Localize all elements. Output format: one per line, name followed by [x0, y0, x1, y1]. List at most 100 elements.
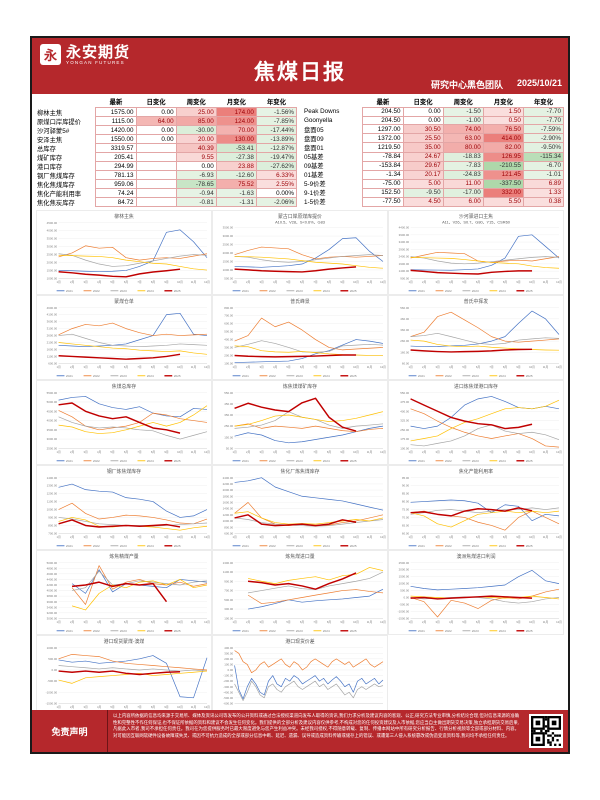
svg-text:3月: 3月: [259, 365, 264, 369]
svg-text:2月: 2月: [246, 280, 251, 284]
svg-text:10月: 10月: [529, 365, 535, 369]
svg-text:9月: 9月: [164, 365, 169, 369]
svg-text:2月: 2月: [422, 280, 427, 284]
svg-text:2023: 2023: [120, 629, 127, 633]
svg-text:3月: 3月: [259, 535, 264, 539]
svg-text:-500.00: -500.00: [399, 603, 409, 607]
row-label-header: [36, 96, 96, 108]
svg-text:1200.00: 1200.00: [223, 513, 234, 517]
svg-text:-100.00: -100.00: [223, 674, 233, 678]
value-cell: 0.00: [135, 134, 177, 144]
svg-text:2021: 2021: [66, 459, 73, 463]
svg-text:3500.00: 3500.00: [47, 237, 58, 241]
svg-text:3600.00: 3600.00: [47, 600, 58, 604]
table-header-row: 最新 日变化 周变化 月变化 年变化: [36, 96, 297, 108]
svg-text:4000.00: 4000.00: [47, 589, 58, 593]
svg-text:1900.00: 1900.00: [399, 262, 410, 266]
svg-text:1月: 1月: [408, 620, 413, 624]
svg-text:澳洲焦煤进口利润: 澳洲焦煤进口利润: [457, 553, 496, 560]
svg-text:-1000.00: -1000.00: [398, 609, 410, 613]
value-cell: [135, 161, 177, 171]
svg-text:500.00: 500.00: [48, 657, 57, 661]
svg-text:-1000.00: -1000.00: [46, 690, 58, 694]
value-cell: -6.70: [522, 160, 565, 171]
value-cell: -17.44%: [255, 125, 298, 135]
svg-text:1500.00: 1500.00: [47, 268, 58, 272]
svg-text:260.00: 260.00: [400, 339, 409, 343]
svg-text:2023: 2023: [296, 544, 303, 548]
svg-text:0.00: 0.00: [227, 668, 233, 672]
svg-text:5月: 5月: [286, 450, 291, 454]
svg-text:4400.00: 4400.00: [399, 226, 410, 230]
svg-text:3200.00: 3200.00: [47, 611, 58, 615]
svg-text:1400.00: 1400.00: [223, 507, 234, 511]
svg-text:12月: 12月: [204, 365, 210, 369]
svg-text:5月: 5月: [286, 365, 291, 369]
svg-text:1500.00: 1500.00: [399, 575, 410, 579]
svg-text:2023: 2023: [120, 459, 127, 463]
row-label: 盘面05: [304, 126, 324, 134]
value-cell: 781.13: [95, 170, 137, 180]
row-label: 港口库存: [37, 163, 63, 171]
svg-text:12月: 12月: [204, 535, 210, 539]
svg-text:9月: 9月: [164, 705, 169, 709]
svg-text:2022: 2022: [93, 289, 100, 293]
svg-text:90.00: 90.00: [402, 484, 410, 488]
svg-text:10月: 10月: [177, 705, 183, 709]
svg-text:2024: 2024: [147, 459, 154, 463]
table-row: 港口库存 294.99 0.00 23.88 -27.62%: [36, 161, 298, 171]
value-cell: 25.50: [402, 133, 444, 144]
svg-text:2月: 2月: [70, 535, 75, 539]
svg-text:9月: 9月: [516, 365, 521, 369]
svg-text:450.00: 450.00: [224, 402, 233, 406]
chart-3: 沙河驿进口主焦 A11、V26、S0.7、G80、Y15、CSR60 900.00 1…: [388, 210, 564, 295]
svg-text:12月: 12月: [204, 620, 210, 624]
svg-text:4400.00: 4400.00: [47, 577, 58, 581]
svg-text:2月: 2月: [70, 450, 75, 454]
svg-text:475.00: 475.00: [400, 400, 409, 404]
value-cell: 3319.57: [95, 143, 137, 153]
svg-text:1月: 1月: [232, 535, 237, 539]
svg-text:700.00: 700.00: [48, 531, 57, 535]
chart-14: 炼焦煤进口量 100.00 300.00 500.00 700.00 900.00 1100…: [212, 550, 388, 635]
svg-text:1月: 1月: [408, 450, 413, 454]
value-cell: -18.83: [442, 151, 484, 162]
price-table-left: 最新 日变化 周变化 月变化 年变化 柳林主焦 1575.00 0.00 25.00 174.0…: [36, 96, 298, 207]
value-cell: 414.00: [482, 133, 524, 144]
svg-text:700.00: 700.00: [224, 589, 233, 593]
table-row: 焦化产能利用率 74.24 -0.94 -1.63 0.00%: [36, 188, 298, 198]
chart-5: 普氏峰景 100.00 200.00 300.00 400.00 500.00 600.00…: [212, 295, 388, 380]
svg-text:7月: 7月: [137, 450, 142, 454]
svg-text:10月: 10月: [353, 365, 359, 369]
svg-text:3500.00: 3500.00: [47, 428, 58, 432]
svg-text:2月: 2月: [70, 365, 75, 369]
row-label: 柳林主焦: [37, 109, 63, 117]
svg-text:100.00: 100.00: [400, 446, 409, 450]
svg-text:2500.00: 2500.00: [223, 243, 234, 247]
table-row: 盘面05 1297.00 30.50 74.00 76.50 -7.59%: [303, 124, 565, 135]
svg-text:炼焦煤进口量: 炼焦煤进口量: [285, 553, 314, 560]
svg-text:2025: 2025: [526, 544, 533, 548]
value-cell: -78.84: [362, 151, 404, 162]
svg-text:3月: 3月: [83, 280, 88, 284]
row-label: 9-1价差: [304, 190, 326, 198]
svg-text:9月: 9月: [340, 365, 345, 369]
svg-text:2022: 2022: [445, 629, 452, 633]
value-cell: -53.41: [215, 143, 257, 153]
svg-text:2025: 2025: [350, 289, 357, 293]
chart-11: 焦化厂炼焦煤库存 600.00 800.00 1000.00 1200.00 1400.0…: [212, 465, 388, 550]
svg-text:2021: 2021: [242, 629, 249, 633]
svg-text:400.00: 400.00: [224, 338, 233, 342]
svg-text:50.00: 50.00: [226, 446, 234, 450]
svg-text:175.00: 175.00: [400, 437, 409, 441]
svg-text:7月: 7月: [489, 280, 494, 284]
column-header: 月变化: [493, 99, 513, 106]
svg-text:4月: 4月: [273, 280, 278, 284]
svg-text:11月: 11月: [367, 535, 373, 539]
value-cell: 0.38: [522, 196, 565, 208]
value-cell: 205.41: [95, 152, 137, 162]
svg-text:炼焦煤煤矿库存: 炼焦煤煤矿库存: [283, 383, 317, 390]
value-cell: 126.95: [482, 151, 524, 162]
table-row: 盘面09 1372.00 25.50 63.00 414.00 -2.90%: [303, 133, 565, 144]
svg-text:4500.00: 4500.00: [47, 221, 58, 225]
